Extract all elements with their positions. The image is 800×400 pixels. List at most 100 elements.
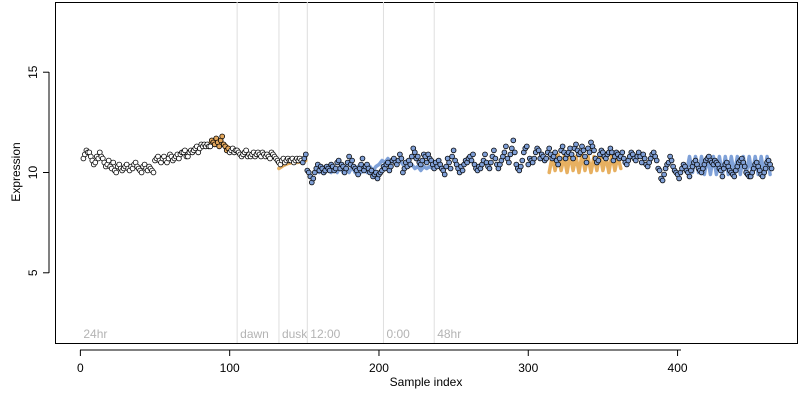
y-axis: 5 10 15 [26, 65, 50, 276]
data-point [398, 155, 405, 162]
data-point [92, 159, 99, 166]
data-point [219, 133, 226, 140]
data-point [419, 157, 426, 164]
data-point [450, 147, 457, 154]
data-point [686, 173, 693, 180]
data-point [449, 153, 455, 160]
data-point [105, 157, 112, 164]
data-point [113, 169, 119, 176]
data-point [595, 157, 602, 164]
data-point [302, 151, 309, 158]
data-point [491, 147, 497, 154]
data-point [349, 157, 355, 164]
data-point [443, 163, 450, 170]
data-point [768, 165, 775, 172]
data-point [243, 147, 249, 154]
segment-label: 0:00 [386, 327, 410, 341]
x-axis: 0 100 200 300 400 [77, 349, 688, 375]
data-point [519, 157, 526, 164]
data-point [619, 149, 626, 156]
data-point [741, 163, 748, 170]
data-point [543, 155, 549, 162]
data-point [468, 157, 475, 164]
data-point [267, 155, 273, 162]
data-point [355, 171, 361, 178]
data-point [659, 177, 666, 184]
data-point [408, 153, 415, 160]
data-point [110, 159, 116, 166]
data-point [638, 159, 645, 166]
data-point [591, 147, 597, 154]
data-point [582, 153, 588, 160]
data-point [414, 153, 421, 160]
segment-label: dawn [240, 327, 269, 341]
data-point [368, 167, 375, 174]
data-point [555, 161, 561, 168]
data-point [446, 159, 452, 166]
data-point [641, 155, 648, 162]
data-point [661, 171, 667, 178]
data-point [388, 163, 394, 170]
y-tick-label: 5 [26, 269, 40, 276]
data-point [501, 149, 508, 156]
data-point [762, 165, 769, 172]
y-axis-title: Expression [9, 142, 23, 201]
data-point [346, 153, 352, 160]
data-point [583, 159, 590, 166]
data-point [523, 143, 530, 150]
data-point [586, 149, 593, 156]
data-point [525, 161, 532, 168]
segment-labels: 24hr dawn dusk 12:00 0:00 48hr [83, 327, 461, 341]
data-point [503, 143, 509, 150]
y-tick-label: 10 [26, 166, 40, 180]
data-point [511, 149, 518, 156]
data-point [310, 175, 317, 182]
data-point [559, 143, 566, 150]
data-point [556, 155, 563, 162]
data-point [423, 159, 430, 166]
data-point [138, 169, 145, 176]
data-point [531, 155, 537, 162]
x-tick-label: 100 [220, 361, 240, 375]
data-point [488, 159, 494, 166]
data-point [332, 165, 339, 172]
data-point [676, 175, 682, 182]
data-point [668, 157, 675, 164]
data-point [150, 169, 157, 176]
data-point [343, 165, 349, 172]
data-point [570, 155, 576, 162]
x-axis-title: Sample index [390, 375, 463, 389]
data-point [656, 167, 663, 174]
data-points [80, 133, 775, 186]
x-tick-label: 0 [77, 361, 84, 375]
segment-label: 48hr [437, 327, 461, 341]
data-point [447, 165, 454, 172]
fit-curve-orange [547, 152, 623, 175]
data-point [441, 171, 448, 178]
data-point [359, 155, 366, 162]
data-point [517, 163, 524, 170]
plot-box [55, 2, 798, 344]
data-point [486, 165, 493, 172]
data-point [207, 143, 214, 150]
data-point [507, 151, 514, 158]
data-point [482, 151, 488, 158]
x-tick-label: 300 [518, 361, 538, 375]
data-point [470, 151, 476, 158]
data-point [580, 147, 587, 154]
data-point [411, 149, 418, 156]
data-point [216, 143, 223, 150]
segment-label: 24hr [83, 327, 107, 341]
data-point [506, 159, 512, 166]
data-point [510, 137, 517, 144]
data-point [508, 145, 515, 152]
x-tick-label: 400 [668, 361, 688, 375]
data-point [552, 149, 558, 156]
data-point [182, 147, 188, 154]
x-tick-label: 200 [369, 361, 389, 375]
data-point [459, 167, 466, 174]
data-point [335, 157, 342, 164]
data-point [535, 147, 542, 154]
